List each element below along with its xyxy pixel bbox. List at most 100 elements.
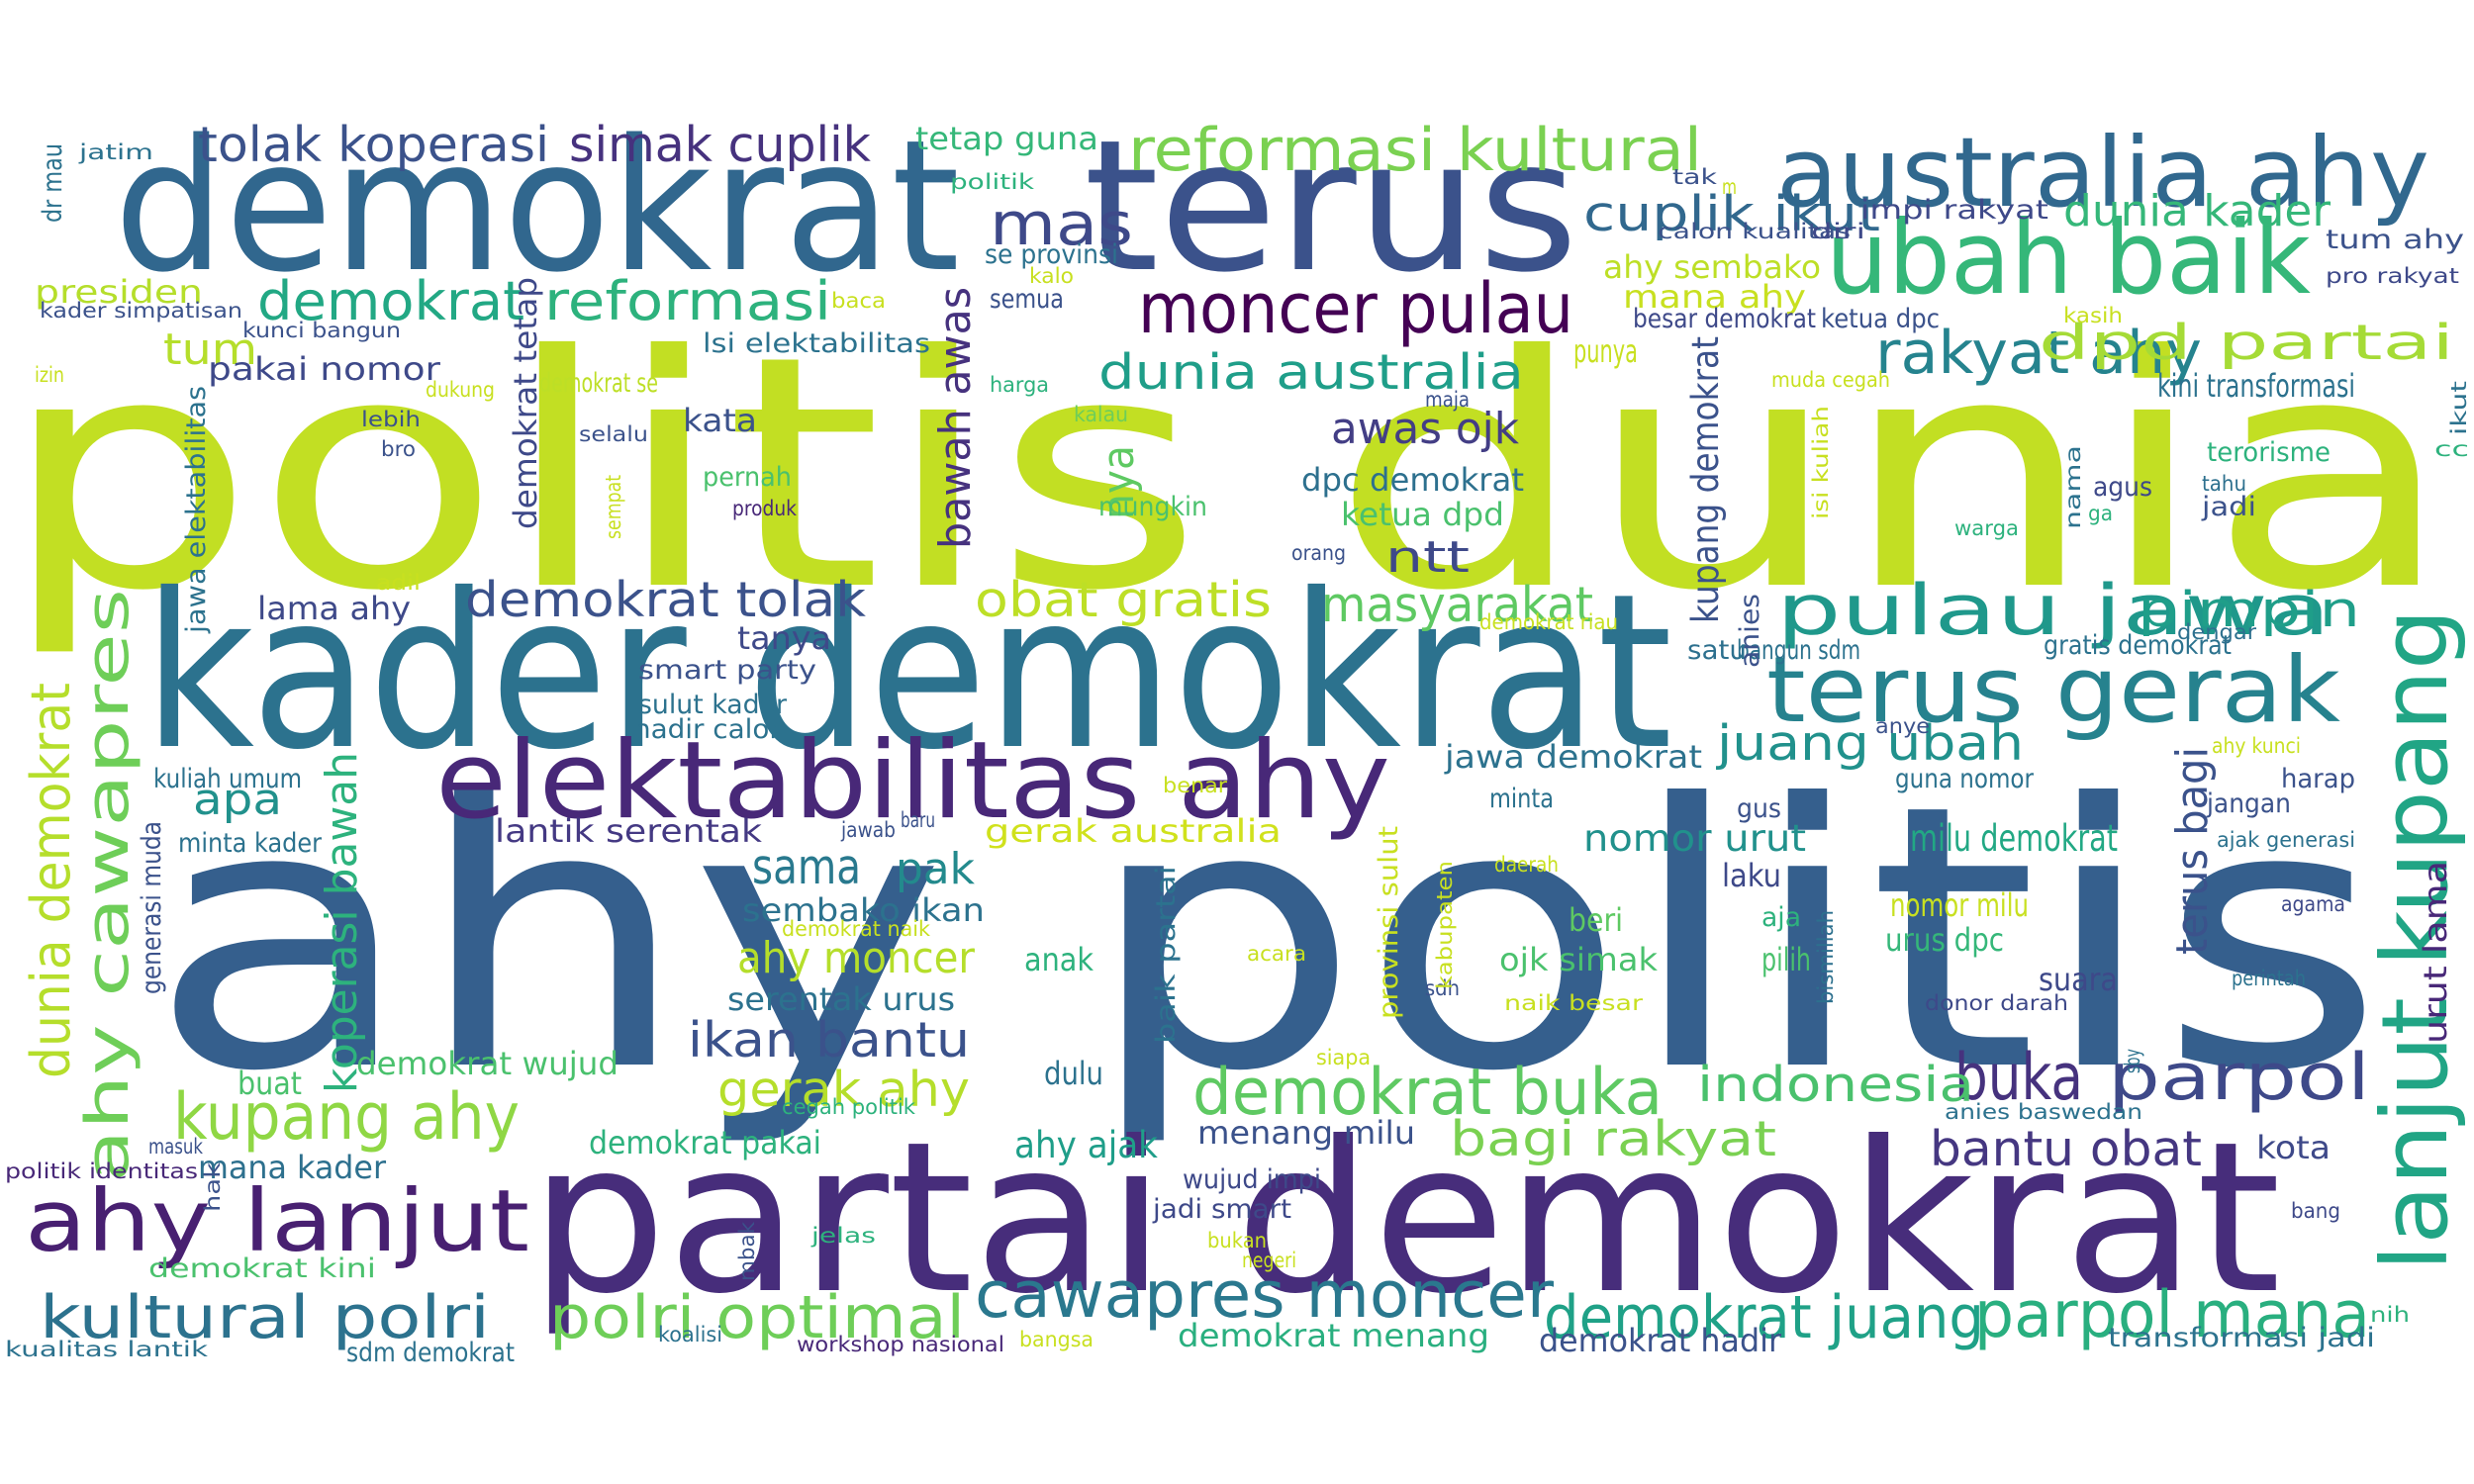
word: ahy sembako [1603, 247, 1821, 286]
word: kunci bangun [242, 319, 401, 344]
word: ketua dpc [1821, 304, 1940, 334]
word: nomor urut [1583, 815, 1806, 860]
word: baru [901, 808, 935, 834]
word: kalo [1029, 264, 1074, 290]
word: reformasi kultural [1128, 116, 1702, 185]
word: sembako ikan [742, 890, 985, 929]
word: calon kualitas [1658, 220, 1851, 245]
word: sdh [1425, 976, 1460, 1002]
word: nomor milu [1890, 885, 2029, 924]
word: dunia demokrat [20, 683, 82, 1078]
word: terus [1084, 102, 1578, 314]
word: mbak [735, 1222, 760, 1281]
word: awas ojk [1331, 405, 1519, 455]
word: transformasi jadi [2108, 1323, 2375, 1353]
word: anye [1875, 714, 1930, 740]
word: anies baswedan [1945, 1100, 2142, 1126]
word: siapa [1316, 1046, 1371, 1071]
word: tum ahy [2326, 225, 2464, 255]
word: hadir calon [633, 714, 787, 745]
word: demokrat juang [1544, 1283, 1984, 1352]
word: tum [163, 325, 257, 376]
word: pimpin [2138, 583, 2360, 639]
word: gus [1737, 793, 1781, 824]
word: kasih [2063, 304, 2123, 329]
word: lsi elektabilitas [703, 328, 930, 359]
word: semua [990, 284, 1064, 315]
word: dpd partai [2039, 316, 2454, 372]
word: ga [2088, 502, 2113, 527]
word: harga [990, 373, 1049, 399]
word: beri [1569, 900, 1623, 939]
word: orang [1291, 541, 1346, 567]
word: sama [752, 840, 861, 896]
word: bagi rakyat [1450, 1112, 1776, 1168]
word: demokrat kini [148, 1253, 376, 1284]
word: kata [683, 401, 757, 439]
word: bawah awas [931, 287, 981, 549]
word: impi rakyat [1860, 195, 2048, 226]
word: izin [35, 363, 64, 389]
word: gratis demokrat [2044, 630, 2232, 661]
word: australia ahy [1776, 117, 2429, 230]
word: masyarakat [1321, 578, 1593, 634]
word: bro [381, 437, 416, 463]
word: kupang ahy [173, 1079, 520, 1155]
word: bantu obat [1930, 1122, 2202, 1178]
word: cuplik ikut [1583, 187, 1880, 243]
word: rakyat ahy [1875, 319, 2202, 388]
word: milu demokrat [1910, 815, 2118, 860]
word: kupang demokrat [1683, 336, 1727, 623]
word: bangun sdm [1737, 635, 1860, 666]
word: parpol [2108, 1040, 2370, 1115]
word: jatim [79, 140, 153, 166]
word: se provinsi [985, 239, 1118, 270]
word: demokrat [257, 270, 524, 332]
word: aja [1761, 902, 1801, 933]
word: ikut [2447, 381, 2472, 435]
word: dpc demokrat [1301, 460, 1524, 499]
word: dukung [426, 378, 495, 404]
word: terus gerak [1766, 636, 2340, 743]
word: minta [1489, 784, 1554, 814]
word: bang [2291, 1199, 2340, 1225]
word: acara [1247, 942, 1306, 968]
word: cawapres moncer [975, 1257, 1554, 1333]
word: demokrat buka [1192, 1055, 1663, 1130]
word: kualitas lantik [5, 1338, 208, 1363]
word: demokrat [114, 102, 960, 314]
word: tahu [2202, 472, 2246, 498]
word: anak [1024, 940, 1094, 978]
word: kuliah umum [153, 764, 302, 794]
word: mana ahy [1623, 277, 1806, 316]
word: anies [1735, 594, 1765, 668]
word: pilih [1761, 940, 1811, 978]
word: pak [896, 845, 975, 895]
word: lama ahy [257, 589, 411, 627]
word: cc [2434, 437, 2469, 463]
word: sdm demokrat [346, 1338, 515, 1368]
word: benar [1163, 774, 1227, 799]
word: suara [2039, 960, 2118, 998]
word: donor darah [1925, 991, 2068, 1017]
word: buat [238, 1064, 302, 1102]
word: demokrat tetap [507, 277, 544, 529]
word: bukan [1207, 1229, 1267, 1254]
word: kultural polri [40, 1283, 490, 1352]
word: produk [732, 497, 797, 522]
word: agus [2093, 472, 2152, 503]
word: mungkin [1098, 492, 1207, 522]
word: tanya [737, 618, 831, 657]
word: ajak generasi [2217, 828, 2355, 854]
word: harap [2281, 764, 2355, 794]
word: partai demokrat [529, 1097, 2281, 1341]
word: satu [1687, 635, 1747, 666]
word: pro rakyat [2326, 264, 2459, 290]
word: jawab [841, 818, 896, 844]
word: sby [2121, 1049, 2145, 1073]
word: selalu [579, 422, 648, 448]
word: jawa demokrat [1445, 737, 1702, 776]
word: ahy politis [148, 727, 2385, 1152]
word: koperasi bawah [318, 752, 367, 1093]
word: ahy lanjut [25, 1171, 529, 1271]
